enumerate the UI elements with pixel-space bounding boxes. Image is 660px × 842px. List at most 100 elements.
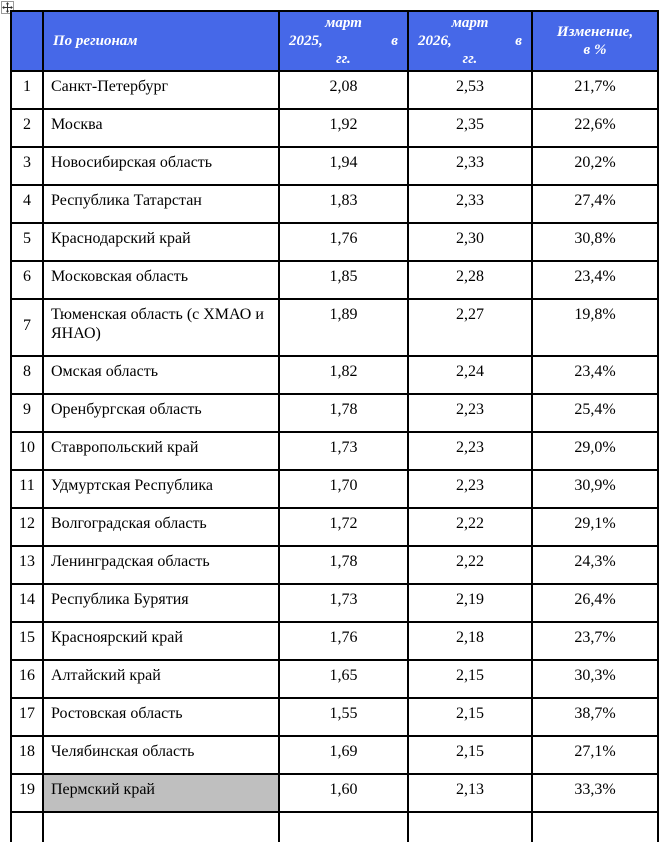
region-name-cell[interactable]: Москва: [42, 108, 280, 148]
region-name-cell[interactable]: Пермский край: [42, 773, 280, 813]
row-number-cell[interactable]: 11: [10, 469, 44, 509]
region-name-cell[interactable]: Санкт-Петербург: [42, 70, 280, 110]
value-2025-cell[interactable]: 2,08: [278, 70, 409, 110]
value-2025-cell[interactable]: 1,73: [278, 583, 409, 623]
region-name-cell[interactable]: Волгоградская область: [42, 507, 280, 547]
region-name-cell[interactable]: Тюменская область (с ХМАО и ЯНАО): [42, 298, 280, 357]
change-cell[interactable]: 23,7%: [531, 621, 659, 661]
region-name-cell[interactable]: Краснодарский край: [42, 222, 280, 262]
row-number-cell[interactable]: 8: [10, 355, 44, 395]
region-name-cell[interactable]: Ростовская область: [42, 697, 280, 737]
row-number-cell[interactable]: 9: [10, 393, 44, 433]
row-number-cell[interactable]: 14: [10, 583, 44, 623]
row-number-cell[interactable]: 15: [10, 621, 44, 661]
value-2026-cell[interactable]: 2,23: [407, 393, 533, 433]
header-change-cell[interactable]: Изменение, в %: [531, 10, 659, 72]
change-cell[interactable]: 21,7%: [531, 70, 659, 110]
value-2026-cell[interactable]: 2,28: [407, 260, 533, 300]
row-number-cell[interactable]: 7: [10, 298, 44, 357]
row-number-cell[interactable]: 6: [10, 260, 44, 300]
row-number-cell[interactable]: 4: [10, 184, 44, 224]
value-2026-cell[interactable]: 2,19: [407, 583, 533, 623]
value-2025-cell[interactable]: 1,89: [278, 298, 409, 357]
value-2026-cell[interactable]: 2,15: [407, 735, 533, 775]
change-cell[interactable]: 33,3%: [531, 773, 659, 813]
value-2025-cell[interactable]: 1,94: [278, 146, 409, 186]
region-name-cell[interactable]: Республика Татарстан: [42, 184, 280, 224]
change-cell[interactable]: 30,9%: [531, 469, 659, 509]
change-cell[interactable]: 22,6%: [531, 108, 659, 148]
value-2025-cell[interactable]: 1,76: [278, 621, 409, 661]
value-2026-cell[interactable]: 2,27: [407, 298, 533, 357]
value-2025-cell[interactable]: 1,60: [278, 773, 409, 813]
change-cell[interactable]: 20,2%: [531, 146, 659, 186]
value-2025-cell[interactable]: 1,78: [278, 545, 409, 585]
change-cell[interactable]: 19,8%: [531, 298, 659, 357]
header-row-number-cell[interactable]: [10, 10, 44, 72]
region-name-cell[interactable]: Новосибирская область: [42, 146, 280, 186]
header-march-2026-cell[interactable]: март 2026, в гг.: [407, 10, 533, 72]
change-cell[interactable]: 27,4%: [531, 184, 659, 224]
change-cell[interactable]: 29,1%: [531, 507, 659, 547]
region-name-cell[interactable]: Московская область: [42, 260, 280, 300]
change-cell[interactable]: 24,3%: [531, 545, 659, 585]
value-2026-cell[interactable]: 2,30: [407, 222, 533, 262]
value-2025-cell[interactable]: 1,82: [278, 355, 409, 395]
row-number-cell[interactable]: 17: [10, 697, 44, 737]
value-2025-cell[interactable]: 1,69: [278, 735, 409, 775]
change-cell[interactable]: 38,7%: [531, 697, 659, 737]
header-region-cell[interactable]: По регионам: [42, 10, 280, 72]
value-2025-cell[interactable]: 1,76: [278, 222, 409, 262]
region-name-cell[interactable]: Алтайский край: [42, 659, 280, 699]
value-2025-cell[interactable]: 1,70: [278, 469, 409, 509]
value-2026-cell[interactable]: 2,22: [407, 545, 533, 585]
region-name-cell[interactable]: Ленинградская область: [42, 545, 280, 585]
row-number-cell[interactable]: 1: [10, 70, 44, 110]
value-2026-cell[interactable]: 2,22: [407, 507, 533, 547]
change-cell[interactable]: 23,4%: [531, 355, 659, 395]
value-2026-cell[interactable]: 2,23: [407, 431, 533, 471]
value-2025-cell[interactable]: 1,55: [278, 697, 409, 737]
change-cell[interactable]: 27,1%: [531, 735, 659, 775]
region-name-cell[interactable]: Ставропольский край: [42, 431, 280, 471]
value-2026-cell[interactable]: 2,18: [407, 621, 533, 661]
region-name-cell[interactable]: Омская область: [42, 355, 280, 395]
row-number-cell[interactable]: 13: [10, 545, 44, 585]
change-cell[interactable]: 26,4%: [531, 583, 659, 623]
change-cell[interactable]: 30,3%: [531, 659, 659, 699]
row-number-cell[interactable]: 2: [10, 108, 44, 148]
value-2026-cell[interactable]: 2,13: [407, 773, 533, 813]
row-number-cell[interactable]: 5: [10, 222, 44, 262]
value-2026-cell[interactable]: 2,24: [407, 355, 533, 395]
change-cell[interactable]: 25,4%: [531, 393, 659, 433]
row-number-cell[interactable]: 19: [10, 773, 44, 813]
row-number-cell[interactable]: 12: [10, 507, 44, 547]
value-2025-cell[interactable]: 1,85: [278, 260, 409, 300]
header-march-2025-cell[interactable]: март 2025, в гг.: [278, 10, 409, 72]
change-cell[interactable]: 29,0%: [531, 431, 659, 471]
region-name-cell[interactable]: Удмуртская Республика: [42, 469, 280, 509]
value-2026-cell[interactable]: 2,15: [407, 659, 533, 699]
value-2026-cell[interactable]: 2,33: [407, 146, 533, 186]
value-2025-cell[interactable]: 1,83: [278, 184, 409, 224]
value-2026-cell[interactable]: 2,33: [407, 184, 533, 224]
value-2025-cell[interactable]: 1,73: [278, 431, 409, 471]
value-2025-cell[interactable]: 1,92: [278, 108, 409, 148]
region-name-cell[interactable]: Челябинская область: [42, 735, 280, 775]
region-name-cell[interactable]: Красноярский край: [42, 621, 280, 661]
table-move-handle[interactable]: [1, 1, 14, 14]
change-cell[interactable]: 30,8%: [531, 222, 659, 262]
row-number-cell[interactable]: 18: [10, 735, 44, 775]
row-number-cell[interactable]: 16: [10, 659, 44, 699]
change-cell[interactable]: 23,4%: [531, 260, 659, 300]
value-2025-cell[interactable]: 1,78: [278, 393, 409, 433]
value-2025-cell[interactable]: 1,65: [278, 659, 409, 699]
value-2026-cell[interactable]: 2,23: [407, 469, 533, 509]
value-2025-cell[interactable]: 1,72: [278, 507, 409, 547]
row-number-cell[interactable]: 10: [10, 431, 44, 471]
value-2026-cell[interactable]: 2,53: [407, 70, 533, 110]
region-name-cell[interactable]: Оренбургская область: [42, 393, 280, 433]
value-2026-cell[interactable]: 2,35: [407, 108, 533, 148]
row-number-cell[interactable]: 3: [10, 146, 44, 186]
value-2026-cell[interactable]: 2,15: [407, 697, 533, 737]
